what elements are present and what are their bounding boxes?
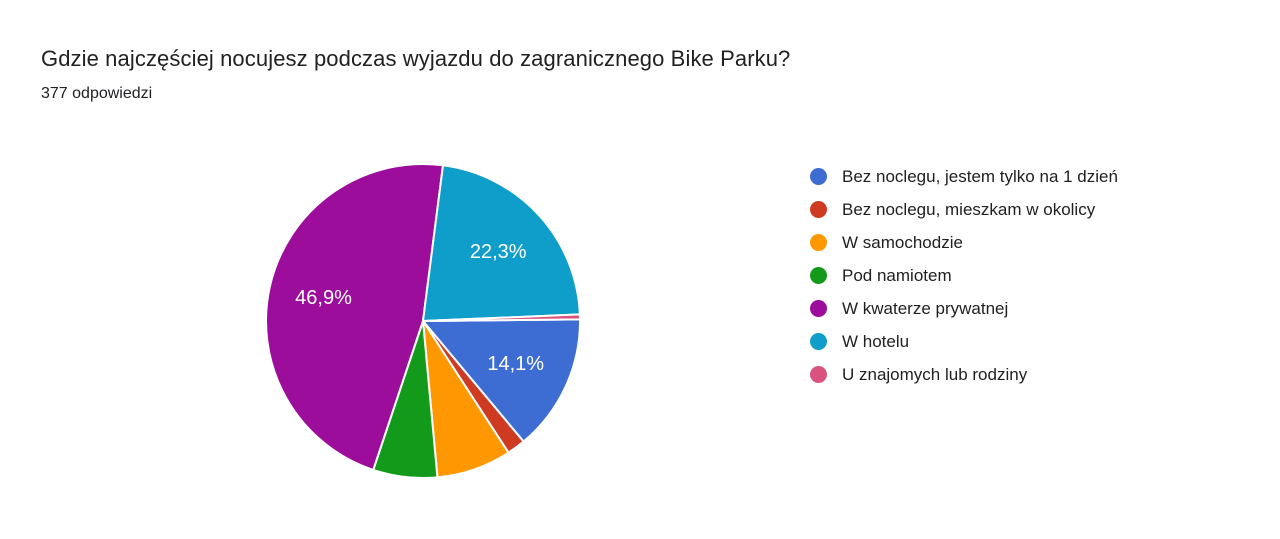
legend-label: W kwaterze prywatnej — [842, 298, 1009, 318]
legend-color-dot — [810, 333, 827, 350]
legend-item-4: Pod namiotem — [810, 259, 1118, 292]
slice-percent-label: 22,3% — [470, 241, 527, 263]
legend-label: Pod namiotem — [842, 265, 952, 285]
legend-color-dot — [810, 234, 827, 251]
legend-item-3: W samochodzie — [810, 226, 1118, 259]
legend-item-6: W hotelu — [810, 325, 1118, 358]
legend-color-dot — [810, 267, 827, 284]
legend-label: U znajomych lub rodziny — [842, 364, 1028, 384]
legend-color-dot — [810, 300, 827, 317]
pie-slice-6[interactable] — [422, 164, 581, 322]
legend-label: W hotelu — [842, 331, 910, 351]
legend-item-7: U znajomych lub rodziny — [810, 358, 1118, 391]
legend-item-5: W kwaterze prywatnej — [810, 292, 1118, 325]
legend-label: Bez noclegu, jestem tylko na 1 dzień — [842, 166, 1118, 186]
legend-item-1: Bez noclegu, jestem tylko na 1 dzień — [810, 160, 1118, 193]
legend-item-2: Bez noclegu, mieszkam w okolicy — [810, 193, 1118, 226]
response-count: 377 odpowiedzi — [41, 85, 153, 102]
question-title: Gdzie najczęściej nocujesz podczas wyjaz… — [41, 46, 791, 71]
legend-label: Bez noclegu, mieszkam w okolicy — [842, 199, 1096, 219]
pie-slice-5[interactable] — [265, 163, 444, 471]
legend: Bez noclegu, jestem tylko na 1 dzień Bez … — [810, 160, 1118, 391]
legend-label: W samochodzie — [842, 232, 963, 252]
pie-slice-7[interactable] — [422, 313, 581, 322]
slice-percent-label: 46,9% — [295, 287, 352, 309]
slice-percent-label: 14,1% — [487, 353, 544, 375]
legend-color-dot — [810, 168, 827, 185]
legend-color-dot — [810, 201, 827, 218]
pie-slice-1[interactable] — [422, 318, 581, 443]
legend-color-dot — [810, 366, 827, 383]
